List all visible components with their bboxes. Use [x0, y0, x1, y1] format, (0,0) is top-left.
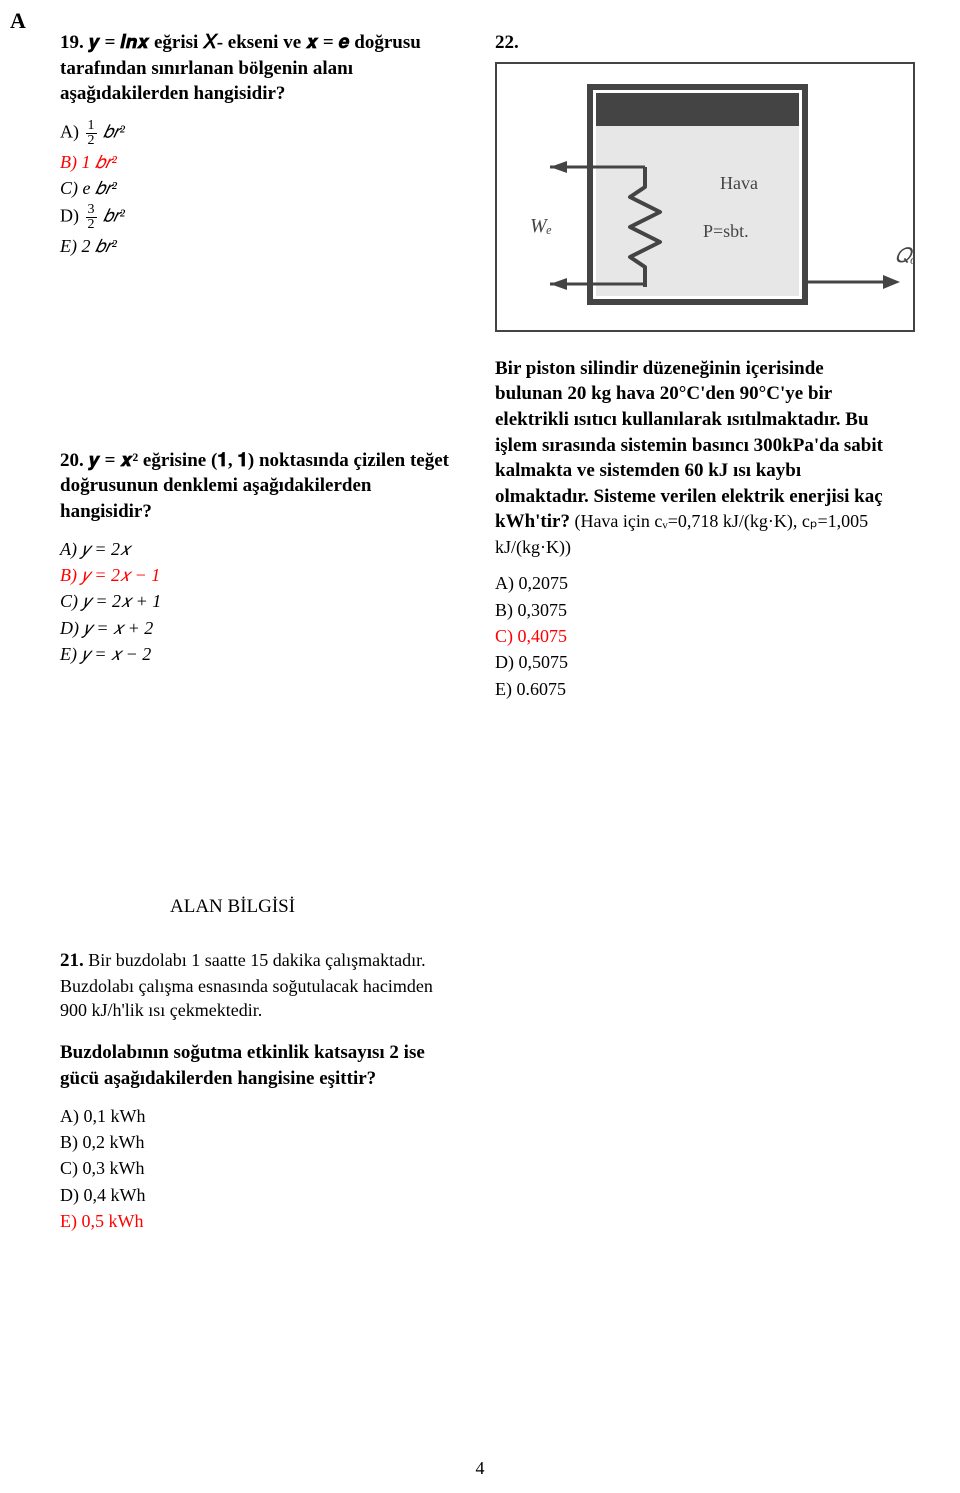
- q21-options: A) 0,1 kWh B) 0,2 kWh C) 0,3 kWh D) 0,4 …: [60, 1104, 455, 1233]
- frac-den: 2: [86, 218, 97, 232]
- q19-opt-C: C) e 𝑏𝑟²: [60, 176, 455, 200]
- piston-cylinder-diagram-icon: Wₑ Hava P=sbt. 𝑄ₒ: [495, 62, 915, 332]
- right-column: 22.: [495, 30, 890, 1273]
- q22-options: A) 0,2075 B) 0,3075 C) 0,4075 D) 0,5075 …: [495, 571, 890, 700]
- fig-label-Q: 𝑄ₒ: [895, 245, 915, 267]
- q20-opt-D: D) 𝑦 = 𝑥 + 2: [60, 616, 455, 640]
- q21-opt-A: A) 0,1 kWh: [60, 1104, 455, 1128]
- q22-stem: Bir piston silindir düzeneğinin içerisin…: [495, 358, 883, 533]
- fig-label-we: Wₑ: [530, 215, 552, 237]
- fraction-icon: 1 2: [86, 119, 97, 148]
- q21-opt-D: D) 0,4 kWh: [60, 1183, 455, 1207]
- q19-opt-D-tail: 𝑏𝑟²: [103, 205, 125, 225]
- question-21: 21. Bir buzdolabı 1 saatte 15 dakika çal…: [60, 948, 455, 1233]
- q20-opt-A: A) 𝑦 = 2𝑥: [60, 537, 455, 561]
- q19-opt-D: D) 3 2 𝑏𝑟²: [60, 203, 455, 232]
- q22-opt-E: E) 0.6075: [495, 677, 890, 701]
- q22-opt-C: C) 0,4075: [495, 624, 890, 648]
- q20-opt-C: C) 𝑦 = 2𝑥 + 1: [60, 589, 455, 613]
- q19-opt-A: A) 1 2 𝑏𝑟²: [60, 119, 455, 148]
- q22-number: 22.: [495, 32, 519, 53]
- q19-options: A) 1 2 𝑏𝑟² B) 1 𝑏𝑟² C) e 𝑏𝑟² D) 3: [60, 119, 455, 258]
- frac-num: 1: [86, 119, 97, 134]
- page-header-letter: A: [10, 8, 26, 34]
- q19-opt-D-prefix: D): [60, 205, 79, 225]
- fig-label-hava: Hava: [720, 173, 758, 193]
- q20-options: A) 𝑦 = 2𝑥 B) 𝑦 = 2𝑥 − 1 C) 𝑦 = 2𝑥 + 1 D)…: [60, 537, 455, 666]
- question-19: 19. 𝒚 = 𝒍𝒏𝒙 eğrisi 𝑋- ekseni ve 𝒙 = 𝒆 do…: [60, 30, 455, 258]
- fig-label-psbt: P=sbt.: [703, 221, 749, 241]
- q19-stem: 𝒚 = 𝒍𝒏𝒙 eğrisi 𝑋- ekseni ve 𝒙 = 𝒆 doğrus…: [60, 32, 421, 104]
- q22-opt-B: B) 0,3075: [495, 598, 890, 622]
- q21-opt-B: B) 0,2 kWh: [60, 1130, 455, 1154]
- frac-num: 3: [86, 203, 97, 218]
- frac-den: 2: [86, 134, 97, 148]
- question-22: 22.: [495, 30, 890, 701]
- q19-opt-B: B) 1 𝑏𝑟²: [60, 150, 455, 174]
- question-20: 20. 𝒚 = 𝒙² eğrisine (𝟏, 𝟏) noktasında çi…: [60, 448, 455, 666]
- q21-stem-normal: Bir buzdolabı 1 saatte 15 dakika çalışma…: [60, 950, 433, 1020]
- q20-stem: 𝒚 = 𝒙² eğrisine (𝟏, 𝟏) noktasında çizile…: [60, 450, 449, 522]
- q20-opt-E: E) 𝑦 = 𝑥 − 2: [60, 642, 455, 666]
- q21-opt-E: E) 0,5 kWh: [60, 1209, 455, 1233]
- q20-opt-B: B) 𝑦 = 2𝑥 − 1: [60, 563, 455, 587]
- q21-stem-bold: Buzdolabının soğutma etkinlik katsayısı …: [60, 1042, 425, 1089]
- q19-opt-A-prefix: A): [60, 122, 79, 142]
- q22-figure: Wₑ Hava P=sbt. 𝑄ₒ: [495, 62, 890, 332]
- q19-opt-A-tail: 𝑏𝑟²: [103, 122, 125, 142]
- q21-opt-C: C) 0,3 kWh: [60, 1156, 455, 1180]
- q19-number: 19.: [60, 32, 84, 53]
- page-number: 4: [476, 1458, 485, 1479]
- left-column: 19. 𝒚 = 𝒍𝒏𝒙 eğrisi 𝑋- ekseni ve 𝒙 = 𝒆 do…: [60, 30, 455, 1273]
- q21-number: 21.: [60, 950, 84, 971]
- q22-opt-A: A) 0,2075: [495, 571, 890, 595]
- section-title: ALAN BİLGİSİ: [170, 896, 455, 918]
- q19-opt-E: E) 2 𝑏𝑟²: [60, 234, 455, 258]
- q20-number: 20.: [60, 450, 84, 471]
- fraction-icon: 3 2: [86, 203, 97, 232]
- q22-opt-D: D) 0,5075: [495, 650, 890, 674]
